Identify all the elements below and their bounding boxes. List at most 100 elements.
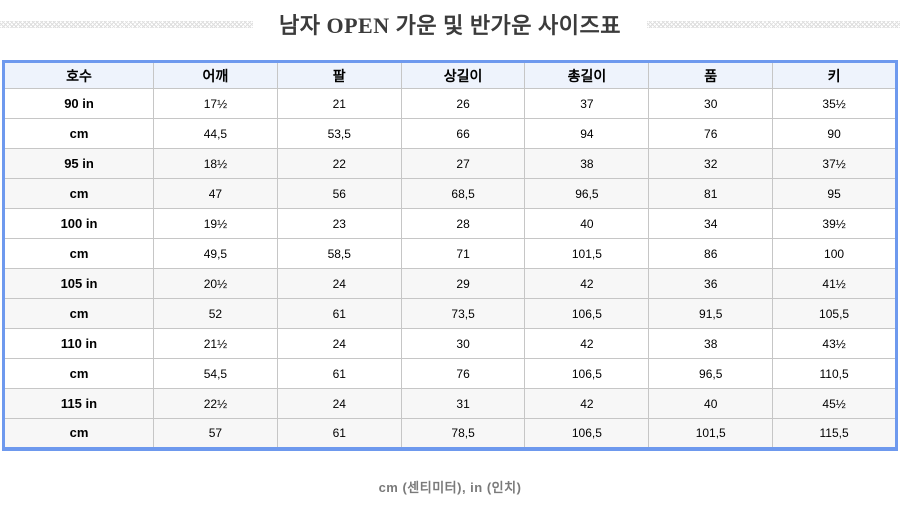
column-header: 팔 — [276, 61, 402, 89]
size-value: 30 — [648, 88, 773, 119]
size-value: 81 — [648, 178, 773, 209]
size-value: 106,5 — [524, 418, 649, 449]
page-title: 남자 OPEN 가운 및 반가운 사이즈표 — [279, 13, 621, 38]
size-value: 71 — [400, 238, 525, 269]
row-label: 105 in — [3, 268, 154, 299]
title-bar: 남자 OPEN 가운 및 반가운 사이즈표 — [0, 0, 900, 40]
table-row: cm 54,5 61 76 106,5 96,5 110,5 — [3, 358, 897, 389]
table-row: cm 52 61 73,5 106,5 91,5 105,5 — [3, 298, 897, 329]
size-value: 30 — [400, 328, 525, 359]
row-label: 90 in — [3, 88, 154, 119]
size-value: 38 — [524, 148, 649, 179]
size-value: 26 — [400, 88, 525, 119]
size-value: 94 — [524, 118, 649, 149]
size-value: 105,5 — [772, 298, 897, 329]
size-value: 34 — [648, 208, 773, 239]
size-value: 47 — [153, 178, 278, 209]
size-value: 35½ — [772, 88, 897, 119]
table-row: cm 47 56 68,5 96,5 81 95 — [3, 178, 897, 209]
size-value: 73,5 — [400, 298, 525, 329]
size-value: 42 — [524, 268, 649, 299]
size-value: 42 — [524, 328, 649, 359]
table-row: 105 in 20½ 24 29 42 36 41½ — [3, 268, 897, 299]
size-value: 53,5 — [276, 118, 402, 149]
size-value: 101,5 — [524, 238, 649, 269]
size-value: 22 — [276, 148, 402, 179]
size-value: 45½ — [772, 388, 897, 419]
table-row: cm 44,5 53,5 66 94 76 90 — [3, 118, 897, 149]
size-value: 24 — [276, 388, 402, 419]
column-header: 키 — [772, 61, 897, 89]
size-value: 100 — [772, 238, 897, 269]
decorative-hatch-right — [647, 20, 900, 28]
size-value: 28 — [400, 208, 525, 239]
size-value: 37 — [524, 88, 649, 119]
size-value: 90 — [772, 118, 897, 149]
column-header: 호수 — [3, 61, 154, 89]
row-label: cm — [3, 118, 154, 149]
row-label: 95 in — [3, 148, 154, 179]
row-label: 110 in — [3, 328, 154, 359]
size-value: 106,5 — [524, 298, 649, 329]
table-header-row: 호수 어깨 팔 상길이 총길이 품 키 — [3, 61, 897, 89]
size-value: 43½ — [772, 328, 897, 359]
column-header: 총길이 — [524, 61, 649, 89]
column-header: 상길이 — [400, 61, 525, 89]
table-body: 90 in 17½ 21 26 37 30 35½ cm 44,5 53,5 66 94 76 90 95 … — [3, 88, 897, 449]
size-value: 21½ — [153, 328, 278, 359]
size-value: 68,5 — [400, 178, 525, 209]
row-label: cm — [3, 238, 154, 269]
size-value: 76 — [648, 118, 773, 149]
size-value: 42 — [524, 388, 649, 419]
column-header: 품 — [648, 61, 773, 89]
row-label: cm — [3, 178, 154, 209]
table-row: 100 in 19½ 23 28 40 34 39½ — [3, 208, 897, 239]
size-value: 18½ — [153, 148, 278, 179]
size-value: 40 — [648, 388, 773, 419]
units-footnote: cm (센티미터), in (인치) — [378, 479, 522, 495]
size-value: 66 — [400, 118, 525, 149]
size-value: 96,5 — [524, 178, 649, 209]
row-label: cm — [3, 358, 154, 389]
size-value: 39½ — [772, 208, 897, 239]
size-value: 91,5 — [648, 298, 773, 329]
size-value: 23 — [276, 208, 402, 239]
size-value: 56 — [276, 178, 402, 209]
size-value: 58,5 — [276, 238, 402, 269]
size-value: 22½ — [153, 388, 278, 419]
size-value: 20½ — [153, 268, 278, 299]
size-value: 61 — [276, 298, 402, 329]
size-value: 36 — [648, 268, 773, 299]
row-label: 115 in — [3, 388, 154, 419]
size-value: 17½ — [153, 88, 278, 119]
size-value: 61 — [276, 358, 402, 389]
decorative-hatch-left — [0, 20, 253, 28]
size-value: 41½ — [772, 268, 897, 299]
table-row: 115 in 22½ 24 31 42 40 45½ — [3, 388, 897, 419]
size-value: 106,5 — [524, 358, 649, 389]
table-row: cm 57 61 78,5 106,5 101,5 115,5 — [3, 418, 897, 449]
size-value: 95 — [772, 178, 897, 209]
size-value: 115,5 — [772, 418, 897, 449]
size-value: 61 — [276, 418, 402, 449]
size-value: 76 — [400, 358, 525, 389]
size-table: 호수 어깨 팔 상길이 총길이 품 키 90 in 17½ 21 26 37 30 35½ cm 44,5 5… — [2, 60, 898, 451]
size-value: 78,5 — [400, 418, 525, 449]
size-value: 110,5 — [772, 358, 897, 389]
size-value: 40 — [524, 208, 649, 239]
size-value: 29 — [400, 268, 525, 299]
size-value: 52 — [153, 298, 278, 329]
size-value: 54,5 — [153, 358, 278, 389]
size-value: 32 — [648, 148, 773, 179]
size-value: 37½ — [772, 148, 897, 179]
size-value: 27 — [400, 148, 525, 179]
row-label: 100 in — [3, 208, 154, 239]
table-row: 90 in 17½ 21 26 37 30 35½ — [3, 88, 897, 119]
table-row: cm 49,5 58,5 71 101,5 86 100 — [3, 238, 897, 269]
size-value: 57 — [153, 418, 278, 449]
row-label: cm — [3, 418, 154, 449]
table-row: 95 in 18½ 22 27 38 32 37½ — [3, 148, 897, 179]
size-value: 21 — [276, 88, 402, 119]
size-value: 86 — [648, 238, 773, 269]
